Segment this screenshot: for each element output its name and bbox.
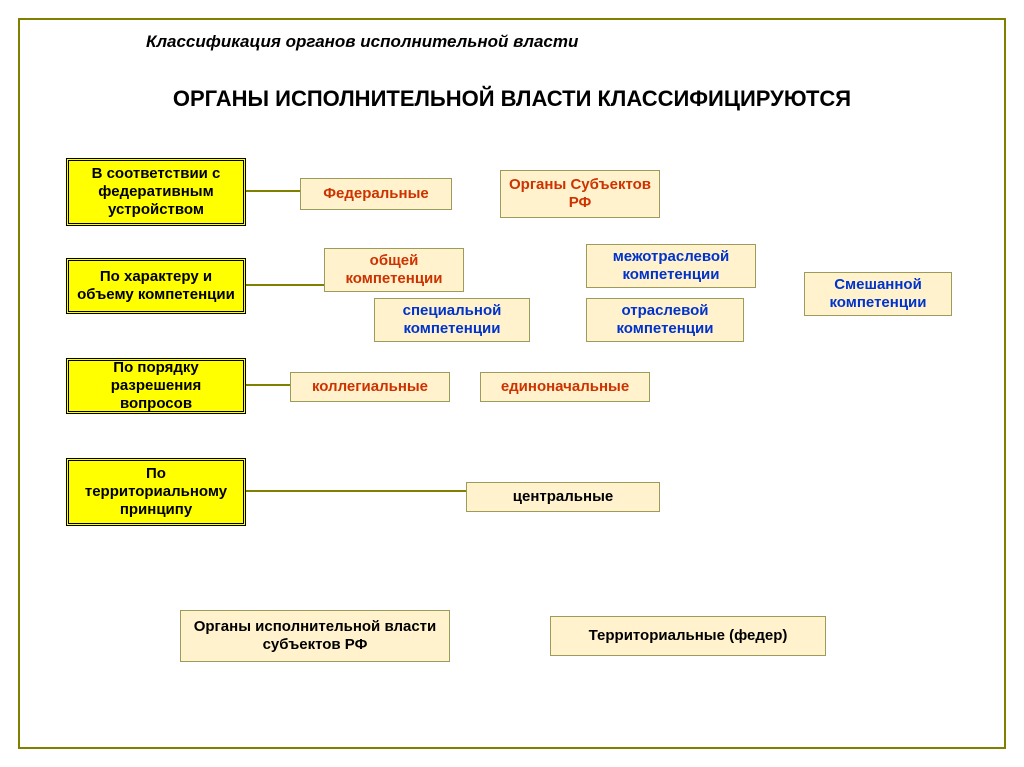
item-branch-competence: отраслевой компетенции xyxy=(586,298,744,342)
category-federative: В соответствии с федеративным устройство… xyxy=(66,158,246,226)
item-mixed-competence: Смешанной компетенции xyxy=(804,272,952,316)
item-single-head: единоначальные xyxy=(480,372,650,402)
item-subjects-rf: Органы Субъектов РФ xyxy=(500,170,660,218)
category-resolution: По порядку разрешения вопросов xyxy=(66,358,246,414)
item-central: центральные xyxy=(466,482,660,512)
item-collegial: коллегиальные xyxy=(290,372,450,402)
connector xyxy=(246,490,466,492)
item-general-competence: общей компетенции xyxy=(324,248,464,292)
item-territorial-federal: Территориальные (федер) xyxy=(550,616,826,656)
category-competence: По характеру и объему компетенции xyxy=(66,258,246,314)
connector xyxy=(246,190,300,192)
slide-small-title: Классификация органов исполнительной вла… xyxy=(146,32,578,52)
connector xyxy=(246,384,290,386)
slide-main-title: ОРГАНЫ ИСПОЛНИТЕЛЬНОЙ ВЛАСТИ КЛАССИФИЦИР… xyxy=(72,86,952,112)
item-interbranch-competence: межотраслевой компетенции xyxy=(586,244,756,288)
diagram-frame: Классификация органов исполнительной вла… xyxy=(18,18,1006,749)
connector xyxy=(246,284,324,286)
item-exec-subjects-rf: Органы исполнительной власти субъектов Р… xyxy=(180,610,450,662)
item-special-competence: специальной компетенции xyxy=(374,298,530,342)
item-federal: Федеральные xyxy=(300,178,452,210)
category-territorial: По территориальному принципу xyxy=(66,458,246,526)
